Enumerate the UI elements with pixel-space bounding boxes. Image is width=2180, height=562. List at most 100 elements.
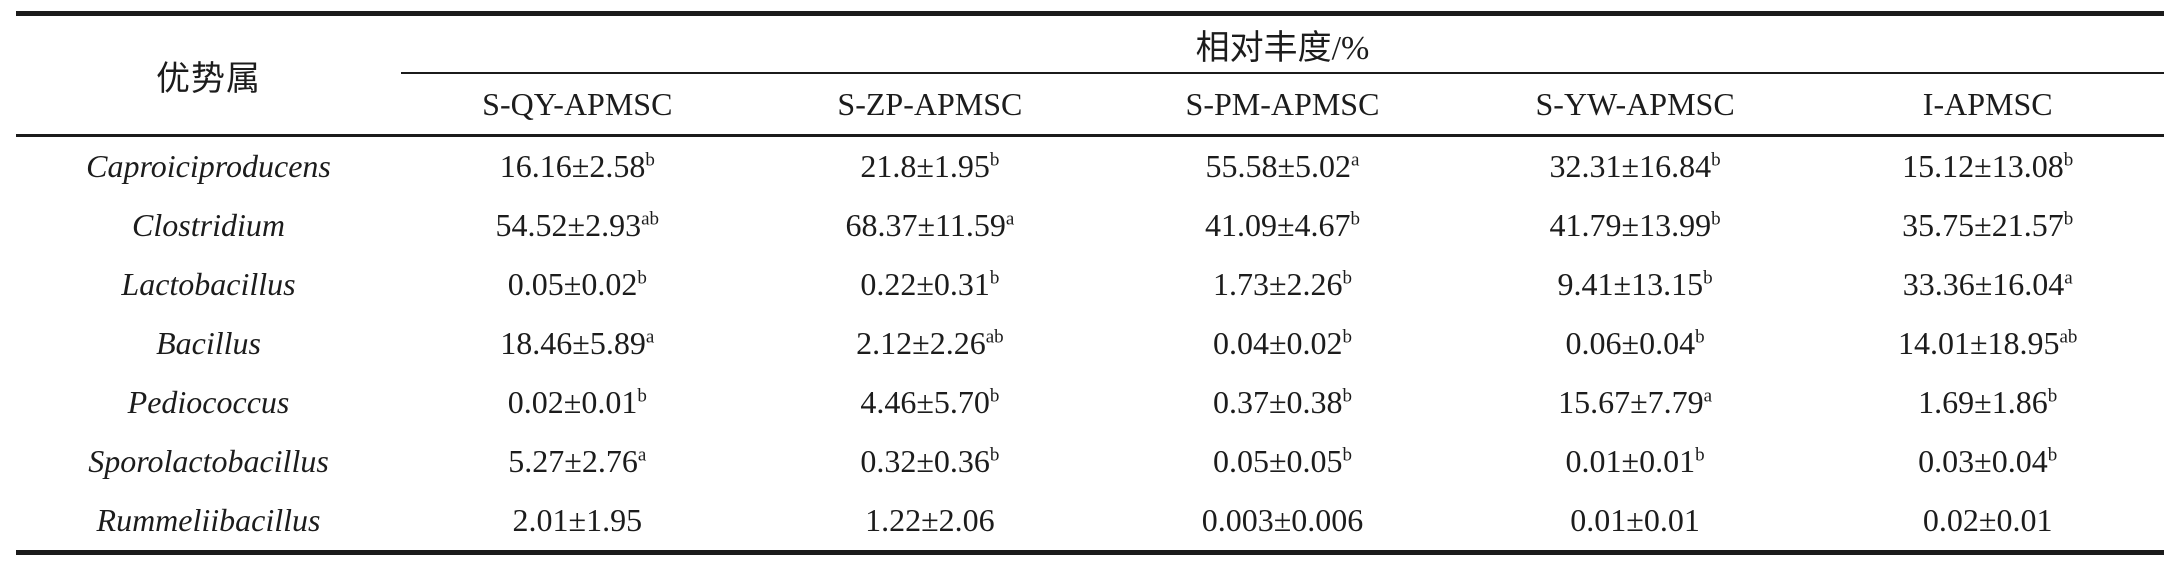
significance-letter-superscript: a bbox=[2064, 267, 2073, 289]
abundance-value-cell: 55.58±5.02a bbox=[1106, 136, 1459, 197]
abundance-value-text: 5.27±2.76 bbox=[508, 443, 638, 479]
significance-letter-superscript: b bbox=[1342, 267, 1353, 289]
abundance-value-cell: 5.27±2.76a bbox=[401, 432, 754, 491]
significance-letter-superscript: b bbox=[637, 267, 647, 289]
significance-letter-superscript: b bbox=[1342, 444, 1353, 466]
sample-column-header-s-qy-apmsc: S-QY-APMSC bbox=[401, 73, 754, 137]
abundance-value-text: 33.36±16.04 bbox=[1902, 266, 2065, 302]
abundance-value-cell: 35.75±21.57b bbox=[1811, 196, 2164, 255]
abundance-value-cell: 2.12±2.26ab bbox=[754, 314, 1107, 373]
sample-header-row: S-QY-APMSC S-ZP-APMSC S-PM-APMSC S-YW-AP… bbox=[16, 73, 2164, 137]
abundance-value-text: 1.69±1.86 bbox=[1918, 384, 2048, 420]
abundance-value-text: 1.22±2.06 bbox=[865, 502, 995, 538]
group-header-row: 优势属 相对丰度/% bbox=[16, 13, 2164, 137]
abundance-value-text: 0.37±0.38 bbox=[1212, 384, 1343, 420]
genus-name: Lactobacillus bbox=[121, 266, 296, 302]
abundance-value-text: 68.37±11.59 bbox=[845, 207, 1006, 243]
sample-column-header-s-yw-apmsc: S-YW-APMSC bbox=[1458, 73, 1812, 137]
significance-letter-superscript: a bbox=[1351, 149, 1360, 171]
abundance-value-text: 14.01±18.95 bbox=[1897, 325, 2060, 361]
genus-name: Sporolactobacillus bbox=[88, 443, 329, 479]
abundance-value-cell: 32.31±16.84b bbox=[1459, 136, 1812, 197]
significance-letter-superscript: b bbox=[1695, 326, 1705, 348]
abundance-value-cell: 0.05±0.02b bbox=[401, 255, 754, 314]
abundance-value-cell: 0.02±0.01 bbox=[1811, 491, 2164, 553]
abundance-value-cell: 41.79±13.99b bbox=[1459, 196, 1812, 255]
abundance-value-cell: 0.02±0.01b bbox=[401, 373, 754, 432]
table-row: Clostridium 54.52±2.93ab 68.37±11.59a 41.09… bbox=[16, 196, 2164, 255]
significance-letter-superscript: ab bbox=[985, 326, 1004, 348]
genus-name: Rummeliibacillus bbox=[96, 502, 321, 538]
table-body: Caproiciproducens 16.16±2.58b 21.8±1.95b 55… bbox=[16, 136, 2164, 553]
abundance-value-cell: 1.69±1.86b bbox=[1811, 373, 2164, 432]
abundance-value-text: 1.73±2.26 bbox=[1212, 266, 1343, 302]
significance-letter-superscript: ab bbox=[641, 208, 660, 230]
table-header: 优势属 相对丰度/% S-QY-APMSC S-ZP-APMSC S-PM-AP… bbox=[16, 13, 2164, 137]
abundance-value-cell: 0.01±0.01b bbox=[1459, 432, 1812, 491]
abundance-value-cell: 1.73±2.26b bbox=[1106, 255, 1459, 314]
abundance-value-cell: 54.52±2.93ab bbox=[401, 196, 754, 255]
significance-letter-superscript: b bbox=[2063, 208, 2074, 230]
table-row: Pediococcus 0.02±0.01b 4.46±5.70b 0.37±0.38… bbox=[16, 373, 2164, 432]
abundance-value-cell: 41.09±4.67b bbox=[1106, 196, 1459, 255]
significance-letter-superscript: b bbox=[1350, 208, 1361, 230]
significance-letter-superscript: b bbox=[1342, 385, 1353, 407]
abundance-value-cell: 0.06±0.04b bbox=[1459, 314, 1812, 373]
abundance-value-cell: 1.22±2.06 bbox=[754, 491, 1107, 553]
abundance-value-cell: 0.05±0.05b bbox=[1106, 432, 1459, 491]
abundance-value-text: 0.05±0.02 bbox=[507, 266, 638, 302]
abundance-value-cell: 15.12±13.08b bbox=[1811, 136, 2164, 197]
significance-letter-superscript: b bbox=[989, 267, 1000, 289]
significance-letter-superscript: b bbox=[2063, 149, 2074, 171]
significance-letter-superscript: b bbox=[989, 149, 1000, 171]
abundance-value-text: 0.02±0.01 bbox=[507, 384, 638, 420]
abundance-value-text: 55.58±5.02 bbox=[1205, 148, 1352, 184]
abundance-value-text: 0.01±0.01 bbox=[1565, 443, 1696, 479]
significance-letter-superscript: b bbox=[1711, 208, 1721, 230]
abundance-value-text: 2.01±1.95 bbox=[512, 502, 643, 538]
abundance-value-cell: 0.03±0.04b bbox=[1811, 432, 2164, 491]
abundance-value-text: 0.22±0.31 bbox=[860, 266, 990, 302]
abundance-value-cell: 0.37±0.38b bbox=[1106, 373, 1459, 432]
abundance-value-text: 0.05±0.05 bbox=[1212, 443, 1343, 479]
genus-name: Caproiciproducens bbox=[86, 148, 331, 184]
abundance-value-cell: 0.01±0.01 bbox=[1459, 491, 1812, 553]
abundance-value-cell: 0.04±0.02b bbox=[1106, 314, 1459, 373]
abundance-value-text: 0.32±0.36 bbox=[860, 443, 990, 479]
significance-letter-superscript: b bbox=[1711, 149, 1721, 171]
abundance-value-text: 41.09±4.67 bbox=[1204, 207, 1351, 243]
abundance-value-text: 0.02±0.01 bbox=[1922, 502, 2053, 538]
abundance-value-cell: 18.46±5.89a bbox=[401, 314, 754, 373]
significance-letter-superscript: a bbox=[1005, 208, 1015, 230]
sample-column-header-s-zp-apmsc: S-ZP-APMSC bbox=[753, 73, 1107, 137]
significance-letter-superscript: a bbox=[1703, 385, 1713, 407]
abundance-value-text: 2.12±2.26 bbox=[856, 325, 986, 361]
abundance-value-text: 15.67±7.79 bbox=[1558, 384, 1704, 420]
genus-column-header: 优势属 bbox=[16, 13, 401, 137]
abundance-value-text: 9.41±13.15 bbox=[1557, 266, 1704, 302]
significance-letter-superscript: b bbox=[1695, 444, 1705, 466]
abundance-value-text: 0.04±0.02 bbox=[1212, 325, 1343, 361]
genus-name: Clostridium bbox=[132, 207, 285, 243]
abundance-value-text: 18.46±5.89 bbox=[500, 325, 646, 361]
abundance-value-cell: 15.67±7.79a bbox=[1459, 373, 1812, 432]
significance-letter-superscript: ab bbox=[2059, 326, 2078, 348]
abundance-value-text: 21.8±1.95 bbox=[860, 148, 990, 184]
abundance-value-text: 54.52±2.93 bbox=[495, 207, 642, 243]
abundance-value-text: 32.31±16.84 bbox=[1549, 148, 1712, 184]
abundance-value-text: 0.01±0.01 bbox=[1570, 502, 1700, 538]
table-row: Sporolactobacillus 5.27±2.76a 0.32±0.36b 0.… bbox=[16, 432, 2164, 491]
table-row: Lactobacillus 0.05±0.02b 0.22±0.31b 1.73±2.… bbox=[16, 255, 2164, 314]
abundance-value-cell: 16.16±2.58b bbox=[401, 136, 754, 197]
abundance-value-text: 15.12±13.08 bbox=[1902, 148, 2064, 184]
relative-abundance-group-header: 相对丰度/% bbox=[401, 13, 2164, 74]
genus-name: Bacillus bbox=[156, 325, 261, 361]
significance-letter-superscript: a bbox=[645, 326, 655, 348]
abundance-value-cell: 9.41±13.15b bbox=[1459, 255, 1812, 314]
table-row: Bacillus 18.46±5.89a 2.12±2.26ab 0.04±0.02b… bbox=[16, 314, 2164, 373]
abundance-value-cell: 4.46±5.70b bbox=[754, 373, 1107, 432]
abundance-value-text: 41.79±13.99 bbox=[1549, 207, 1712, 243]
significance-letter-superscript: a bbox=[637, 444, 647, 466]
abundance-value-cell: 0.003±0.006 bbox=[1106, 491, 1459, 553]
